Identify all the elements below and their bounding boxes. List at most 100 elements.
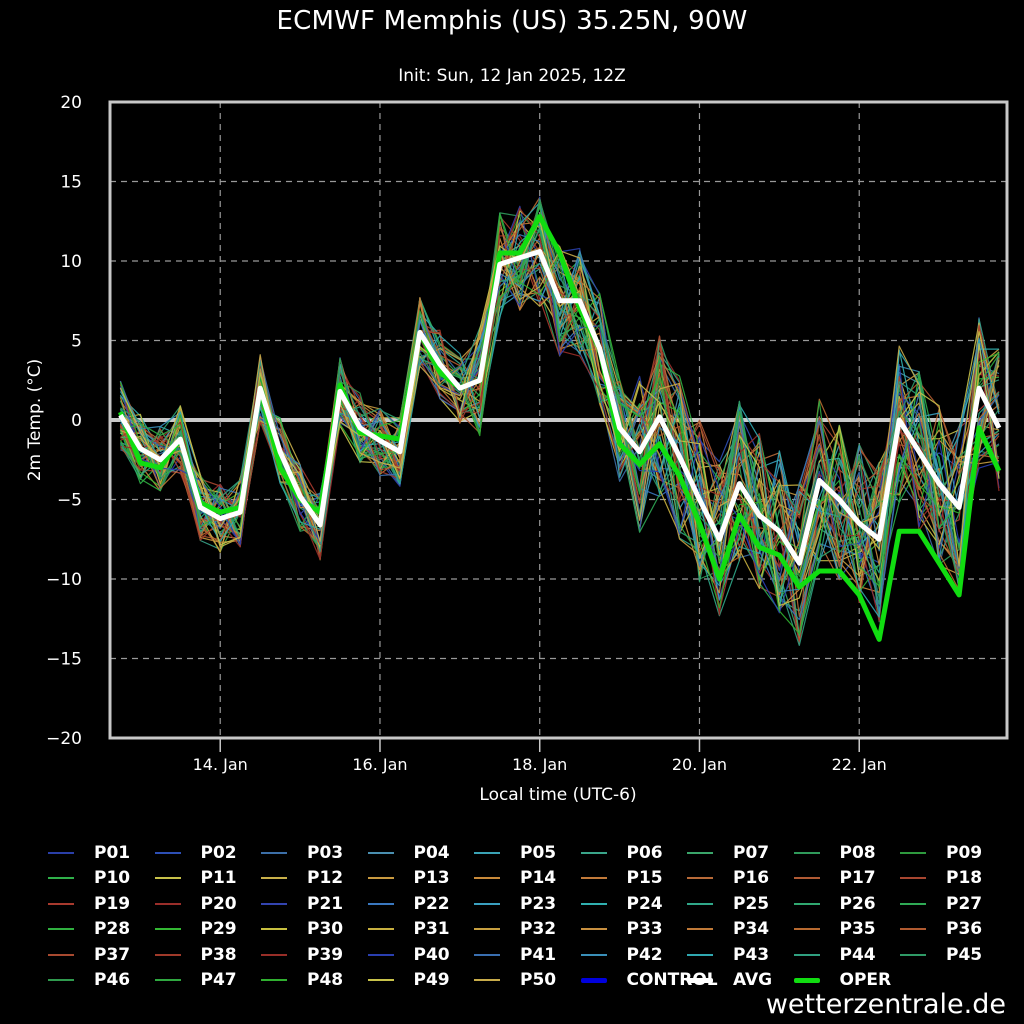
legend-item-p27: P27 <box>900 891 982 916</box>
legend-item-p18: P18 <box>900 866 982 891</box>
legend-swatch <box>687 977 713 983</box>
legend-item-p40: P40 <box>367 942 450 967</box>
legend-label: P49 <box>413 970 450 990</box>
legend-item-p30: P30 <box>261 917 343 942</box>
chart-title: ECMWF Memphis (US) 35.25N, 90W <box>276 6 748 36</box>
chart-subtitle: Init: Sun, 12 Jan 2025, 12Z <box>398 66 626 86</box>
legend-swatch <box>793 851 820 854</box>
legend-label: P39 <box>307 944 344 965</box>
y-tick-label: −15 <box>46 650 82 670</box>
legend-swatch <box>154 979 181 981</box>
legend-label: P33 <box>626 919 663 939</box>
legend-swatch <box>367 953 394 956</box>
legend-item-p44: P44 <box>793 942 876 967</box>
legend-swatch <box>580 977 607 983</box>
legend-swatch <box>367 902 394 905</box>
legend-swatch <box>793 877 820 879</box>
legend-swatch <box>900 877 926 879</box>
legend-swatch <box>474 902 500 905</box>
legend-swatch <box>154 851 181 854</box>
legend-swatch <box>261 902 287 905</box>
legend-swatch <box>154 953 181 956</box>
legend-label: P08 <box>839 842 876 863</box>
legend-swatch <box>261 979 287 981</box>
temperature-chart: 20 15 10 5 0 −5 −10 −15 −20 14. Jan 16. Jan 18. Ja… <box>25 93 1009 805</box>
legend-item-p13: P13 <box>367 866 450 891</box>
legend-item-p23: P23 <box>474 891 556 916</box>
legend-item-p31: P31 <box>367 917 450 942</box>
legend-label: P44 <box>839 944 876 965</box>
legend-swatch <box>687 953 713 956</box>
legend-label: P15 <box>626 868 663 888</box>
legend-label: P01 <box>94 842 131 863</box>
watermark: wetterzentrale.de <box>765 989 1006 1020</box>
y-tick-label: 20 <box>60 93 82 113</box>
legend-swatch <box>367 979 394 981</box>
legend-swatch <box>687 902 713 905</box>
legend-item-p38: P38 <box>154 942 237 967</box>
legend-label: P29 <box>200 919 237 939</box>
legend-swatch <box>48 877 74 879</box>
legend-label: P37 <box>94 944 131 965</box>
legend-item-p22: P22 <box>367 891 450 916</box>
legend-swatch <box>580 851 607 854</box>
y-tick-label: 0 <box>71 411 82 431</box>
legend-swatch <box>154 902 181 905</box>
avg-line <box>118 249 1002 566</box>
y-tick-label: −10 <box>46 570 82 590</box>
y-tick-label: −20 <box>46 729 82 749</box>
ensemble-line-p43 <box>119 201 1000 618</box>
legend-swatch <box>900 928 926 930</box>
legend-label: P36 <box>946 919 983 939</box>
legend-item-p32: P32 <box>474 917 556 942</box>
legend-swatch <box>367 928 394 930</box>
legend-item-p10: P10 <box>48 866 130 891</box>
legend-label: P04 <box>413 842 450 863</box>
legend-item-p09: P09 <box>900 840 982 865</box>
legend-swatch <box>793 928 820 930</box>
legend-label: AVG <box>733 970 773 990</box>
plot-frame <box>108 100 1009 740</box>
legend-item-p47: P47 <box>154 968 237 993</box>
legend-swatch <box>154 928 181 930</box>
legend-item-p07: P07 <box>687 840 769 865</box>
legend-label: P25 <box>733 893 770 914</box>
legend-item-p05: P05 <box>474 840 556 865</box>
legend-item-p06: P06 <box>580 840 663 865</box>
legend-label: P21 <box>307 893 344 914</box>
legend-label: P18 <box>946 868 983 888</box>
legend-label: P12 <box>307 868 344 888</box>
legend-swatch <box>900 902 926 905</box>
legend-item-p08: P08 <box>793 840 876 865</box>
legend-item-p19: P19 <box>48 891 130 916</box>
legend-label: P22 <box>413 893 450 914</box>
legend-swatch <box>900 851 926 854</box>
legend-label: P11 <box>200 868 237 888</box>
legend-item-p15: P15 <box>580 866 663 891</box>
legend-swatch <box>580 928 607 930</box>
legend-item-p34: P34 <box>687 917 769 942</box>
legend-item-p48: P48 <box>261 968 343 993</box>
legend-item-p50: P50 <box>474 968 556 993</box>
legend-item-p35: P35 <box>793 917 876 942</box>
legend-item-p12: P12 <box>261 866 343 891</box>
legend-item-p37: P37 <box>48 942 130 967</box>
legend-item-p25: P25 <box>687 891 769 916</box>
legend-item-p04: P04 <box>367 840 450 865</box>
legend-label: P50 <box>520 970 557 990</box>
legend-label: P46 <box>94 970 131 990</box>
legend-swatch <box>687 877 713 879</box>
legend-swatch <box>48 851 74 854</box>
legend-item-p36: P36 <box>900 917 982 942</box>
legend-label: P19 <box>94 893 131 914</box>
legend-swatch <box>793 902 820 905</box>
x-tick-label: 16. Jan <box>352 755 407 774</box>
x-tick-label: 14. Jan <box>193 755 248 774</box>
legend-swatch <box>474 928 500 930</box>
legend-item-p43: P43 <box>687 942 769 967</box>
legend-label: P30 <box>307 919 344 939</box>
legend-item-p03: P03 <box>261 840 343 865</box>
legend-label: OPER <box>839 970 892 990</box>
legend-swatch <box>48 953 74 956</box>
legend-swatch <box>687 851 713 854</box>
